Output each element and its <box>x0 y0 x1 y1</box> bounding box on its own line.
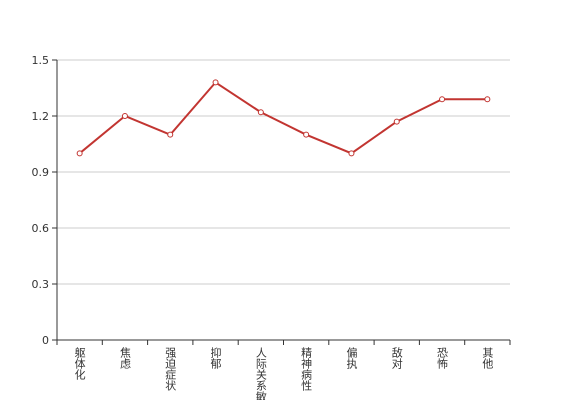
point <box>348 150 355 157</box>
y-tick-label: 0.3 <box>32 278 50 291</box>
x-tick-label: 恐怖 <box>436 347 449 369</box>
x-tick-label: 人际关系敏感 <box>254 347 267 400</box>
line <box>79 81 488 155</box>
point <box>393 118 400 125</box>
x-tick-label: 偏执 <box>345 346 358 370</box>
y-tick-label: 1.2 <box>32 110 50 123</box>
y-tick-label: 0 <box>42 334 49 347</box>
y-tick-label: 0.9 <box>32 166 50 179</box>
x-tick-label: 强迫症状 <box>164 347 177 391</box>
x-tick-label: 敌对 <box>390 346 403 369</box>
x-tick-label: 躯体化 <box>73 347 86 381</box>
x-tick-label: 精神病性 <box>300 347 313 392</box>
y-tick-label: 0.6 <box>32 222 50 235</box>
point <box>121 113 128 119</box>
point <box>76 150 83 157</box>
point <box>439 96 446 103</box>
point <box>303 131 310 138</box>
x-tick-label: 其他 <box>481 347 494 369</box>
point <box>257 109 264 116</box>
x-tick-label: 抑郁 <box>209 346 222 369</box>
point <box>484 96 491 103</box>
point <box>212 79 219 86</box>
y-tick-label: 1.5 <box>32 54 50 67</box>
point <box>167 131 174 138</box>
x-tick-label: 焦虑 <box>118 347 131 369</box>
